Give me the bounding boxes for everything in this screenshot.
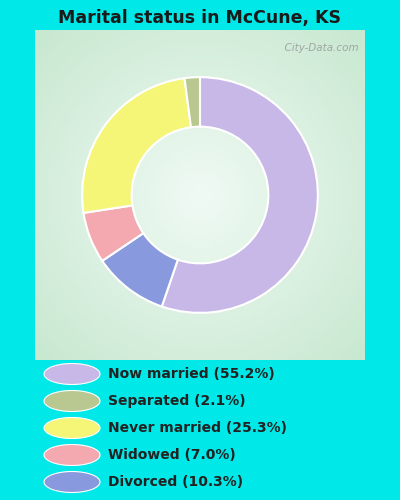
Wedge shape bbox=[84, 206, 143, 261]
Text: Marital status in McCune, KS: Marital status in McCune, KS bbox=[58, 8, 342, 26]
Text: Separated (2.1%): Separated (2.1%) bbox=[108, 394, 246, 408]
Circle shape bbox=[44, 364, 100, 384]
Text: Never married (25.3%): Never married (25.3%) bbox=[108, 421, 287, 435]
Circle shape bbox=[44, 418, 100, 438]
Wedge shape bbox=[102, 233, 178, 306]
Wedge shape bbox=[82, 78, 191, 213]
Circle shape bbox=[44, 390, 100, 411]
Circle shape bbox=[44, 444, 100, 466]
Text: Widowed (7.0%): Widowed (7.0%) bbox=[108, 448, 236, 462]
Text: Now married (55.2%): Now married (55.2%) bbox=[108, 367, 275, 381]
Wedge shape bbox=[162, 77, 318, 313]
Wedge shape bbox=[184, 77, 200, 127]
Text: Divorced (10.3%): Divorced (10.3%) bbox=[108, 475, 243, 489]
Circle shape bbox=[44, 472, 100, 492]
Text: City-Data.com: City-Data.com bbox=[278, 43, 358, 53]
